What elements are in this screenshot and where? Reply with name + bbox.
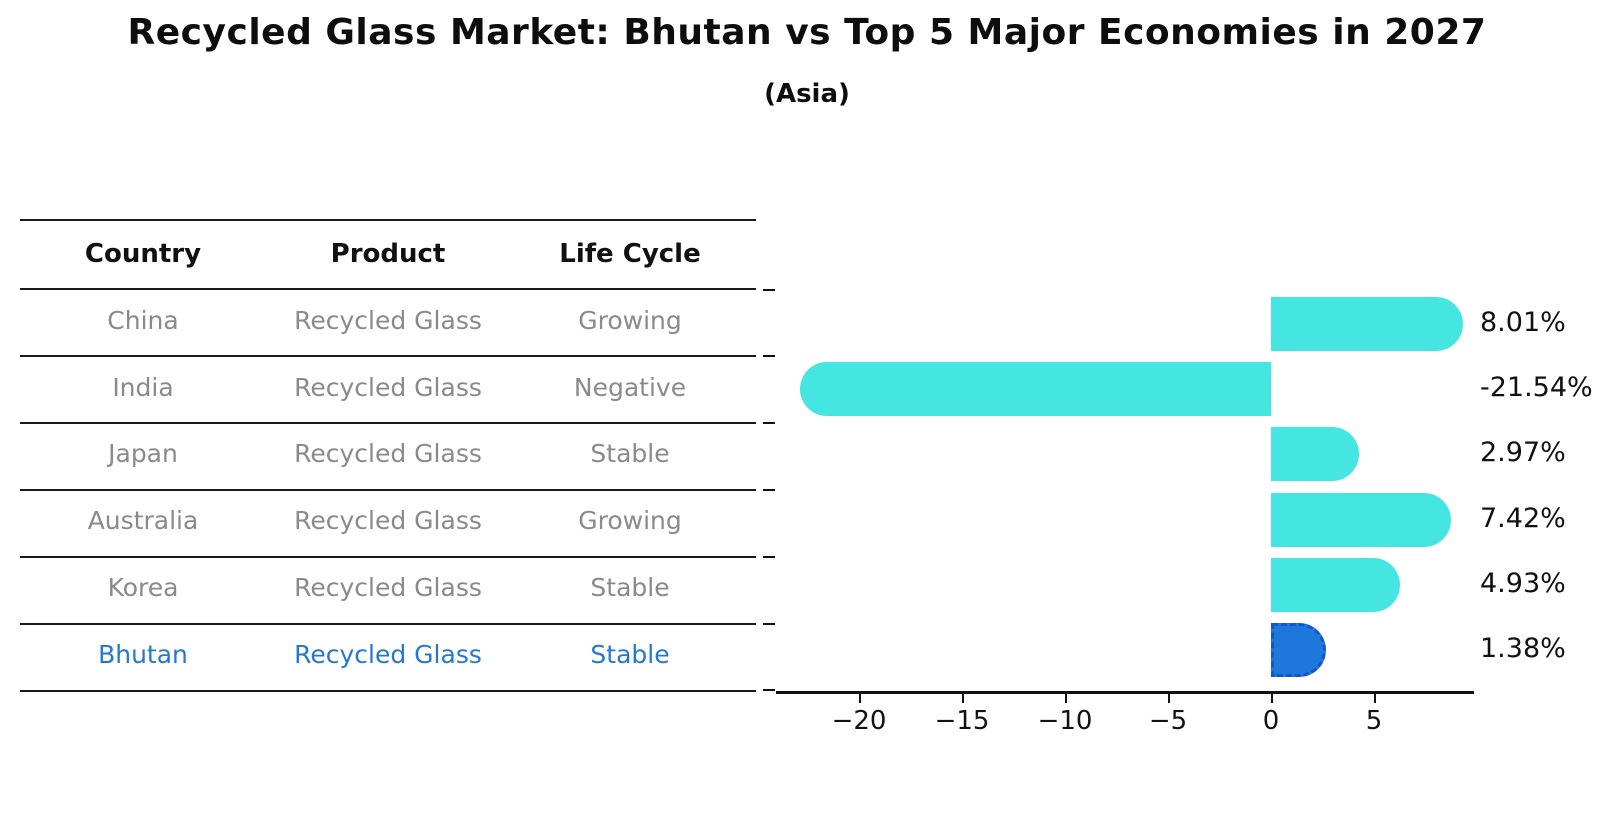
- y-axis-tick: [763, 355, 775, 357]
- y-axis-tick: [763, 689, 775, 691]
- table-cell-product: Recycled Glass: [294, 306, 482, 335]
- table-cell-country: Korea: [107, 573, 179, 602]
- page-subtitle: (Asia): [764, 79, 850, 109]
- bar-india: [800, 362, 1271, 416]
- table-cell-product: Recycled Glass: [294, 640, 482, 669]
- table-header-product: Product: [330, 239, 446, 269]
- table-rule: [20, 219, 756, 221]
- bar-value-label: 4.93%: [1480, 568, 1566, 599]
- bar-value-label: 7.42%: [1480, 503, 1566, 534]
- bar-australia: [1271, 493, 1451, 547]
- bar-japan: [1271, 427, 1360, 481]
- x-axis-tick: [1168, 693, 1170, 703]
- table-cell-country: India: [112, 373, 174, 402]
- table-rule: [20, 556, 756, 558]
- x-axis-line: [776, 691, 1474, 694]
- table-cell-lifecycle: Negative: [573, 373, 687, 402]
- bar-korea: [1271, 558, 1400, 612]
- x-axis-tick: [962, 693, 964, 703]
- y-axis-tick: [763, 422, 775, 424]
- table-rule: [20, 623, 756, 625]
- table-cell-product: Recycled Glass: [294, 506, 482, 535]
- bar-value-label: 2.97%: [1480, 437, 1566, 468]
- table-cell-product: Recycled Glass: [294, 373, 482, 402]
- bar-bhutan: [1271, 623, 1327, 677]
- table-cell-country: Australia: [87, 506, 199, 535]
- x-axis-tick-label: 5: [1365, 706, 1383, 736]
- table-cell-country: China: [107, 306, 179, 335]
- x-axis-tick-label: −5: [1148, 706, 1188, 736]
- table-rule: [20, 690, 756, 692]
- table-cell-lifecycle: Growing: [578, 506, 682, 535]
- x-axis-tick: [1065, 693, 1067, 703]
- table-rule: [20, 489, 756, 491]
- x-axis-tick: [1271, 693, 1273, 703]
- bar-value-label: 1.38%: [1480, 633, 1566, 664]
- table-cell-country: Japan: [108, 439, 178, 468]
- table-rule: [20, 355, 756, 357]
- table-header-country: Country: [84, 239, 202, 269]
- table-cell-product: Recycled Glass: [294, 573, 482, 602]
- bar-value-label: 8.01%: [1480, 307, 1566, 338]
- x-axis-tick: [859, 693, 861, 703]
- y-axis-tick: [763, 623, 775, 625]
- table-cell-product: Recycled Glass: [294, 439, 482, 468]
- x-axis-tick-label: −10: [1037, 706, 1093, 736]
- x-axis-tick-label: −20: [831, 706, 887, 736]
- table-cell-country: Bhutan: [98, 640, 188, 669]
- bar-value-label: -21.54%: [1480, 372, 1593, 403]
- table-cell-lifecycle: Stable: [590, 573, 670, 602]
- table-cell-lifecycle: Growing: [578, 306, 682, 335]
- table-cell-lifecycle: Stable: [590, 640, 670, 669]
- y-axis-tick: [763, 289, 775, 291]
- table-rule: [20, 422, 756, 424]
- table-cell-lifecycle: Stable: [590, 439, 670, 468]
- y-axis-tick: [763, 556, 775, 558]
- x-axis-tick-label: −15: [934, 706, 990, 736]
- x-axis-tick-label: 0: [1262, 706, 1280, 736]
- bar-china: [1271, 297, 1463, 351]
- table-rule: [20, 288, 756, 290]
- y-axis-tick: [763, 489, 775, 491]
- x-axis-tick: [1374, 693, 1376, 703]
- table-header-lifecycle: Life Cycle: [559, 239, 701, 269]
- page-title: Recycled Glass Market: Bhutan vs Top 5 M…: [127, 12, 1487, 53]
